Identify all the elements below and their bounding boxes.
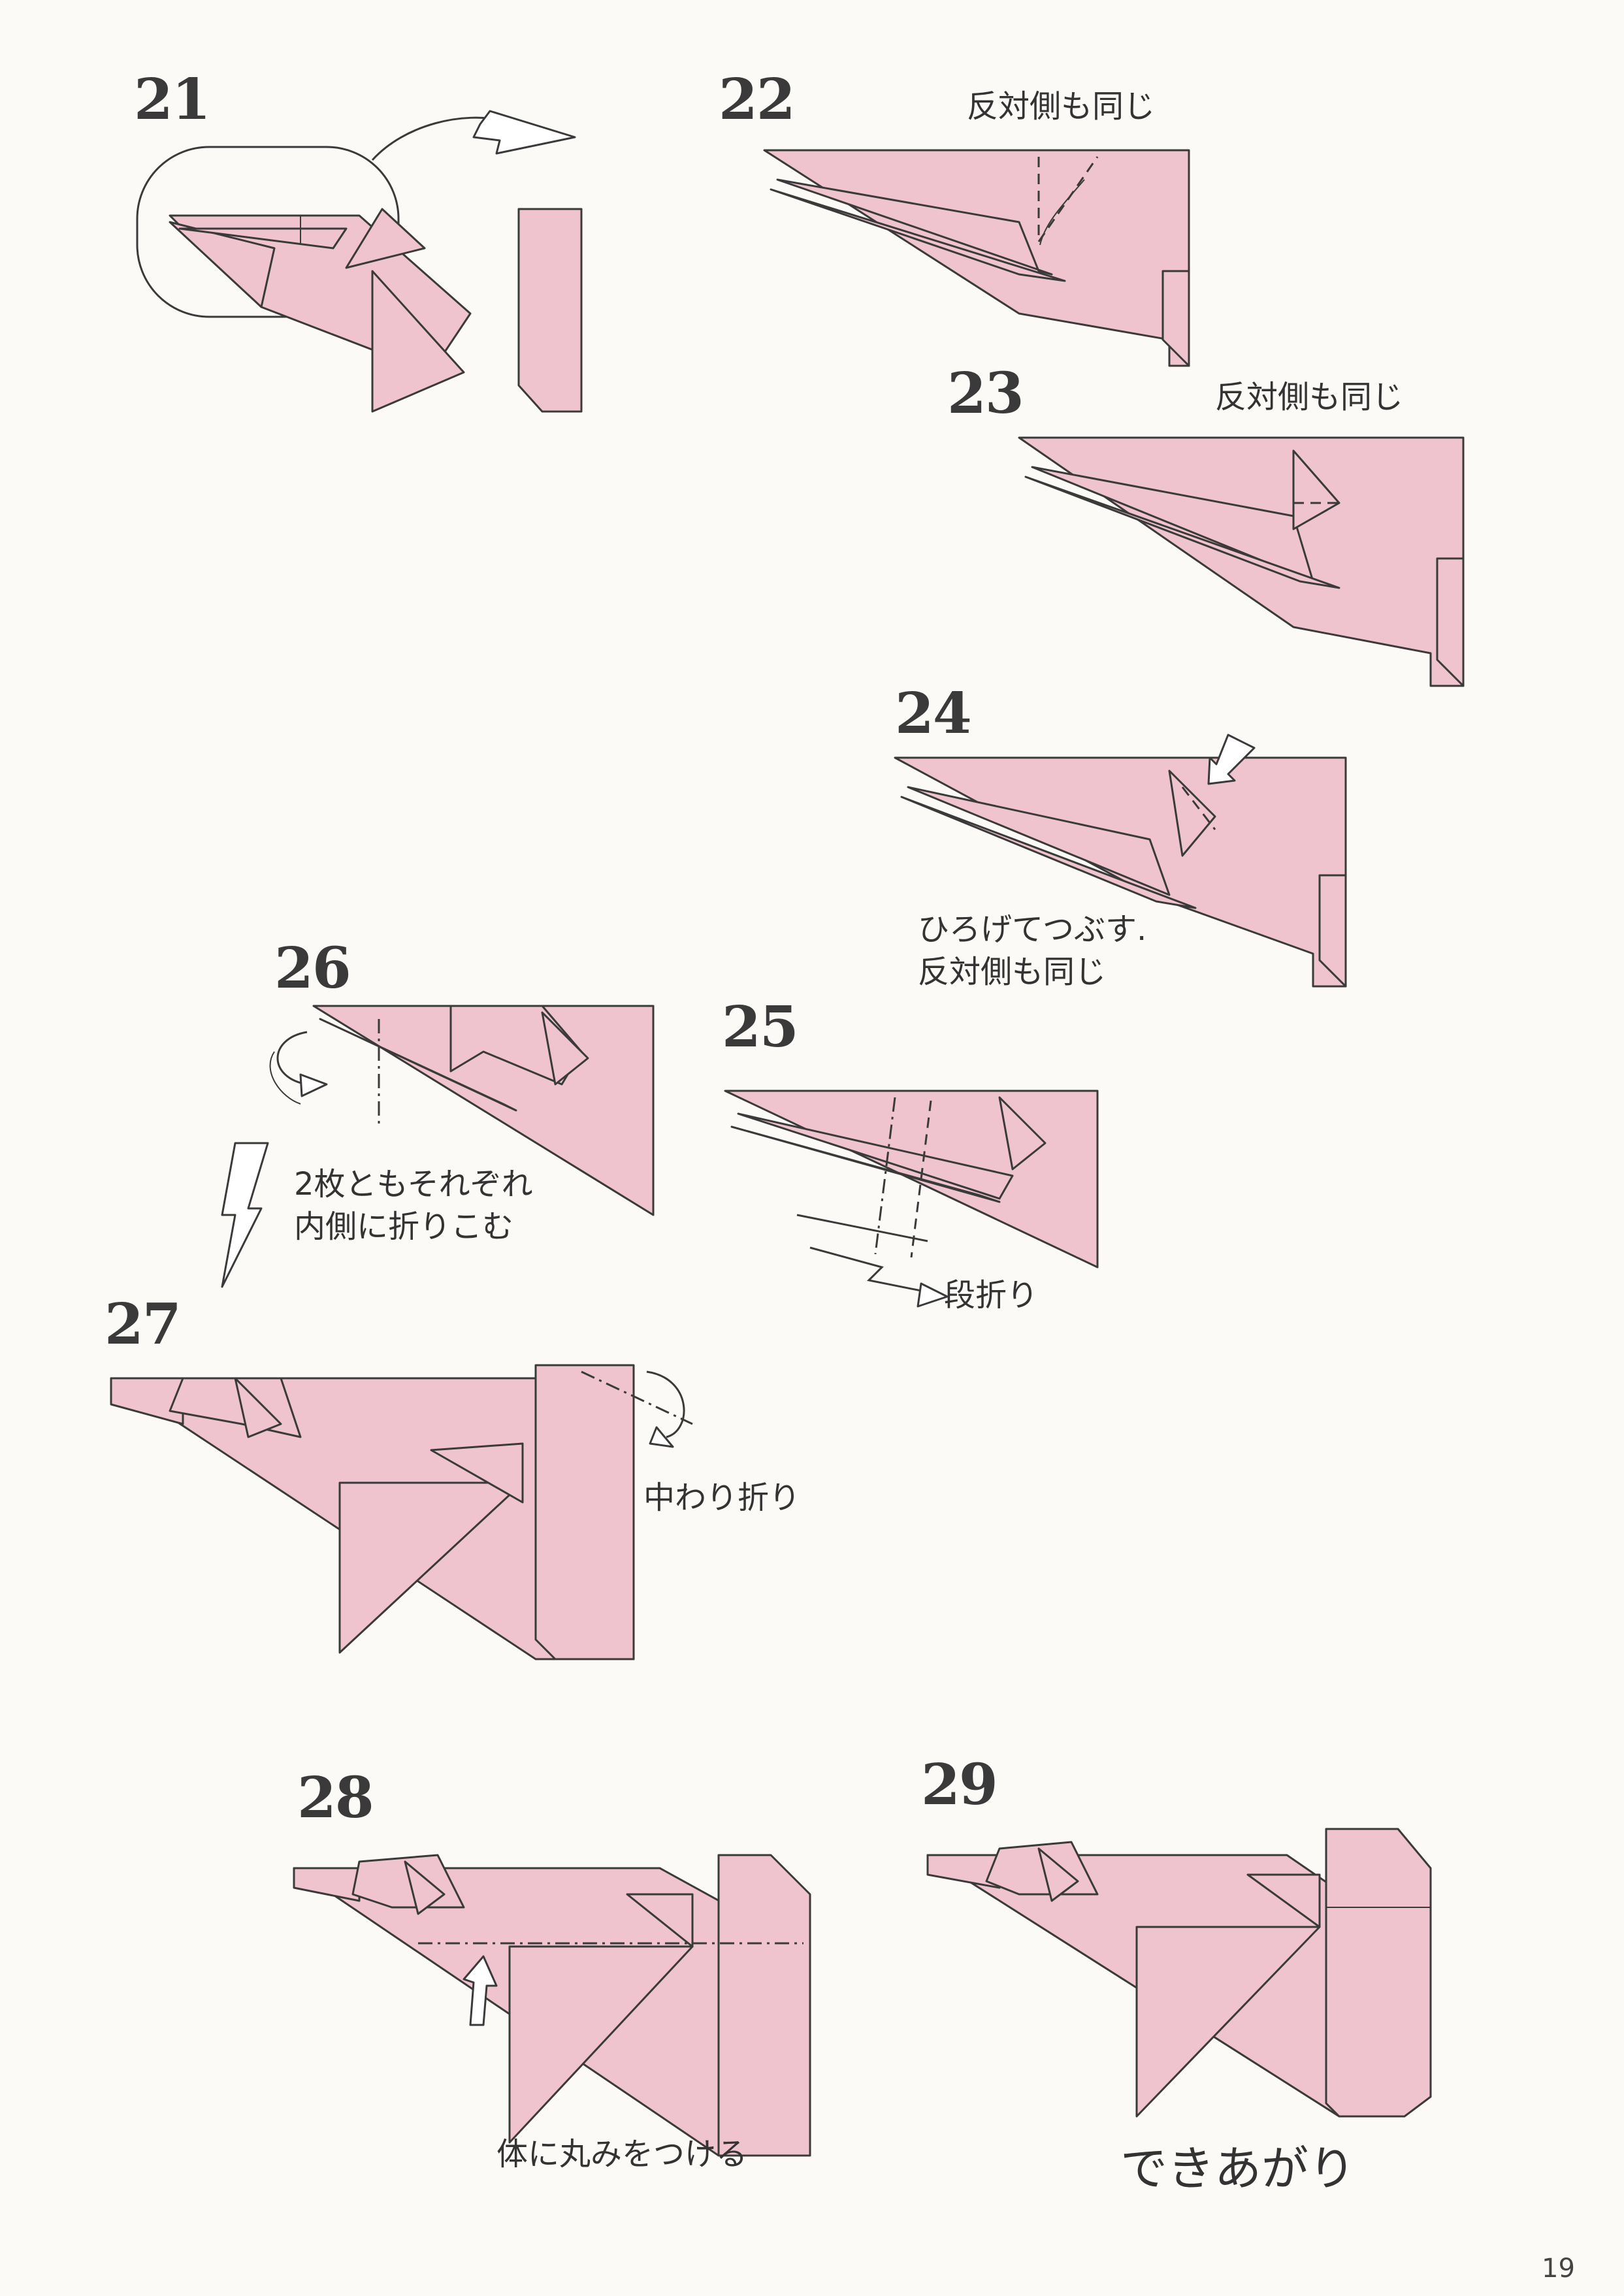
step-22-caption: 反対側も同じ	[967, 88, 1156, 125]
step-21-number: 21	[134, 67, 211, 133]
step-25-caption: 段折り	[944, 1277, 1039, 1314]
step-29-diagram	[926, 1828, 1432, 2118]
step-29-number: 29	[921, 1752, 998, 1818]
step-28-diagram	[293, 1854, 811, 2157]
step-22-diagram	[763, 149, 1190, 367]
step-26-number: 26	[274, 935, 351, 1001]
step-23-diagram	[1018, 436, 1465, 687]
step-24-caption-line1: ひろげてつぶす.	[918, 911, 1147, 948]
page-number: 19	[1542, 2254, 1575, 2284]
step-26-fold-arrow	[221, 1142, 269, 1288]
step-27-diagram	[110, 1364, 693, 1660]
step-22-number: 22	[719, 67, 796, 133]
step-23-caption: 反対側も同じ	[1215, 379, 1404, 415]
step-25-number: 25	[722, 994, 799, 1060]
step-24-caption-line2: 反対側も同じ	[918, 954, 1107, 990]
step-29-caption: できあがり	[1120, 2141, 1356, 2196]
step-26-caption-line1: 2枚ともそれぞれ	[294, 1166, 533, 1203]
step-24-number: 24	[895, 681, 972, 747]
step-27-number: 27	[105, 1291, 182, 1357]
step-27-caption: 中わり折り	[643, 1479, 801, 1516]
step-26-diagram	[269, 1005, 655, 1216]
step-21-diagram	[136, 110, 583, 413]
step-28-number: 28	[297, 1765, 374, 1831]
step-23-number: 23	[947, 361, 1024, 427]
step-24-diagram	[894, 734, 1347, 988]
step-28-caption: 体に丸みをつける	[496, 2136, 748, 2173]
step-26-caption-line2: 内側に折りこむ	[294, 1208, 514, 1245]
step-25-diagram	[724, 1090, 1099, 1308]
